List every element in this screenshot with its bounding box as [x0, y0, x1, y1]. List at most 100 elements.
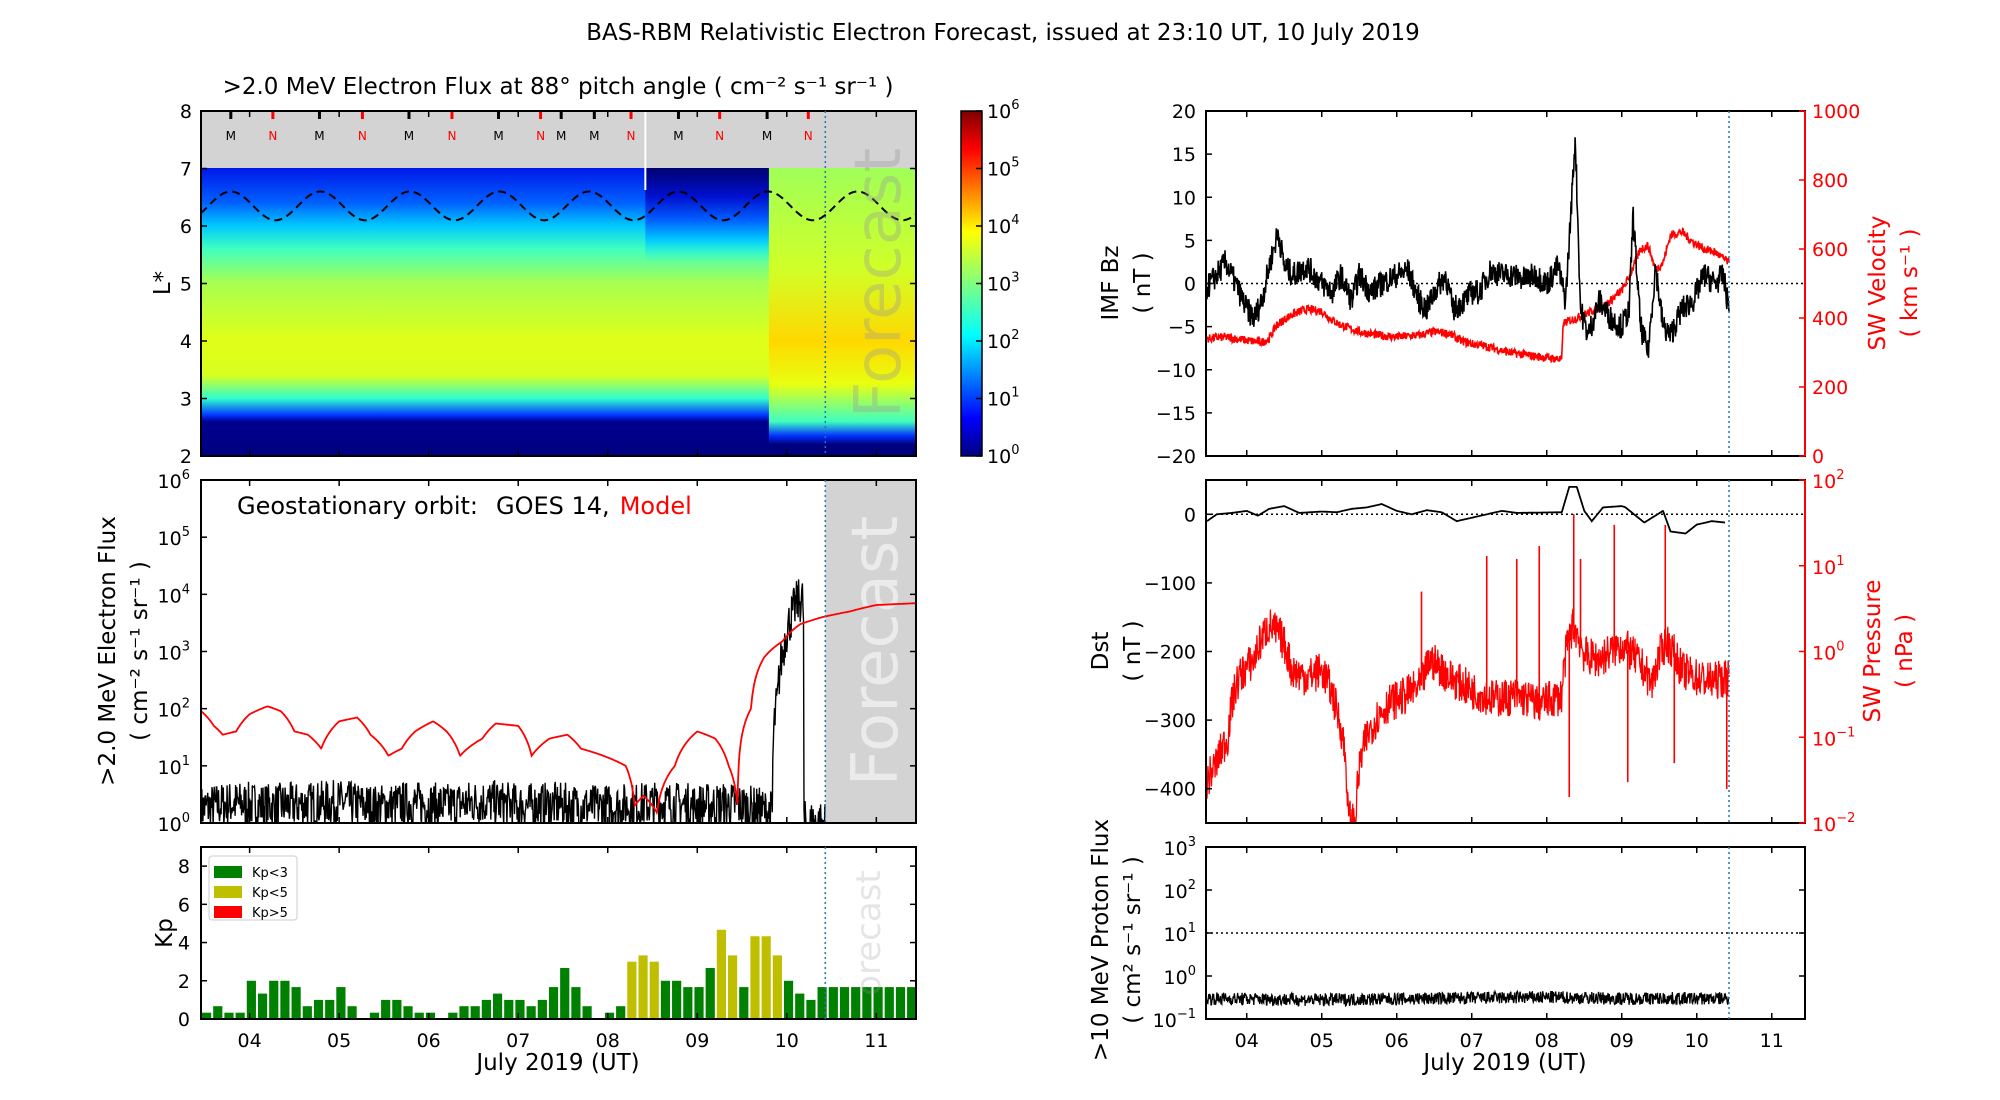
x-tick-label: 07	[1460, 1030, 1484, 1052]
kp-bar	[817, 987, 827, 1019]
mlt-marker-label: M	[404, 129, 414, 143]
proton-ylabel-units: ( cm² s⁻¹ sr⁻¹ )	[1120, 856, 1146, 1024]
dst-panel: −400 −300 −200 −100 0 10−2 10−1 100 101 102 Dst (…	[1088, 468, 1918, 836]
pressure-ylabel-units: ( nPa )	[1892, 614, 1918, 688]
velocity-ylabel: SW Velocity	[1865, 216, 1891, 351]
colorbar-tick-label: 105	[987, 156, 1019, 181]
pressure-ylabel: SW Pressure	[1860, 580, 1886, 723]
x-tick-label: 08	[1535, 1030, 1559, 1052]
y-tick-label: 102	[158, 697, 190, 722]
x-tick-label: 04	[238, 1030, 262, 1052]
y-tick-label: 15	[1172, 144, 1196, 166]
kp-bar	[772, 955, 782, 1019]
x-tick-label: 04	[1235, 1030, 1259, 1052]
kp-bar	[638, 955, 648, 1019]
y-tick-label-right: 400	[1812, 308, 1848, 330]
dst-frame	[1205, 479, 1806, 824]
y-tick-label-right: 101	[1812, 554, 1844, 579]
kp-bar	[492, 993, 503, 1019]
mlt-marker-label: M	[226, 129, 236, 143]
y-tick-label: 6	[180, 216, 192, 238]
velocity-ylabel-units: ( km s⁻¹ )	[1897, 229, 1923, 338]
y-tick-label-right: 600	[1812, 239, 1848, 261]
kp-bar	[571, 987, 581, 1019]
kp-bar	[672, 980, 682, 1019]
x-tick-label: 05	[1310, 1030, 1334, 1052]
dst-ylabel-units: ( nT )	[1120, 620, 1146, 681]
x-tick-label: 06	[1385, 1030, 1409, 1052]
y-tick-label: 8	[180, 101, 192, 123]
y-tick-label-right: 10−1	[1812, 725, 1855, 750]
dst-ylabel: Dst	[1088, 632, 1114, 671]
kp-bar	[560, 967, 570, 1019]
y-tick-label: −200	[1144, 642, 1196, 664]
y-tick-label: 106	[158, 468, 190, 493]
kp-bar	[604, 1012, 615, 1019]
y-tick-label: −20	[1156, 446, 1196, 468]
colorbar-tick-label: 102	[987, 328, 1019, 353]
mlt-marker-label: M	[314, 129, 324, 143]
proton-panel: 10−1 100 101 102 103 04 05 06 07 08 09 10 11 >10 MeV…	[1088, 819, 1806, 1076]
kp-bar	[291, 987, 301, 1019]
y-tick-label: 10	[1172, 187, 1196, 209]
kp-bar	[246, 980, 256, 1019]
y-tick-label: 10−1	[1153, 1007, 1196, 1032]
kp-bar	[548, 987, 559, 1019]
y-tick-label: 6	[178, 894, 190, 916]
heatmap-panel: >2.0 MeV Electron Flux at 88° pitch angl…	[150, 74, 1019, 468]
kp-bar	[851, 987, 861, 1019]
kp-bar	[683, 987, 693, 1019]
y-tick-label: 3	[180, 389, 192, 411]
y-tick-label: 104	[158, 582, 190, 607]
heatmap-enhanced-region	[768, 168, 916, 456]
proton-flux-line	[1206, 989, 1730, 1008]
x-tick-label: 09	[1610, 1030, 1634, 1052]
y-tick-label: 100	[158, 811, 190, 836]
kp-bar	[257, 993, 268, 1019]
mlt-marker-label: N	[627, 129, 636, 143]
kp-bar	[213, 1006, 223, 1019]
x-tick-label: 05	[327, 1030, 351, 1052]
mlt-marker-label: M	[589, 129, 599, 143]
kp-bar	[627, 961, 637, 1019]
y-tick-label: 5	[180, 274, 192, 296]
kp-bar	[795, 993, 805, 1019]
kp-bar	[907, 987, 916, 1019]
kp-bar	[862, 987, 872, 1019]
kp-bar	[269, 980, 279, 1019]
y-tick-label: 100	[1164, 964, 1196, 989]
colorbar-tick-label: 103	[987, 271, 1019, 296]
x-tick-label: 06	[417, 1030, 441, 1052]
kp-bar	[716, 929, 726, 1019]
y-tick-label-right: 102	[1812, 468, 1844, 493]
legend-swatch	[214, 886, 242, 898]
legend-label: Kp>5	[252, 906, 288, 921]
kp-bar	[526, 1006, 536, 1019]
geo-orbit-lstar-line	[201, 190, 916, 222]
mlt-marker-label: N	[358, 129, 367, 143]
kp-bar	[839, 987, 850, 1019]
proton-frame	[1205, 846, 1806, 1020]
annotation-model: Model	[620, 492, 692, 520]
kp-bar	[459, 1006, 469, 1019]
kp-bar	[470, 1006, 480, 1019]
kp-bar	[381, 999, 391, 1019]
x-tick-label: 09	[685, 1030, 709, 1052]
kp-bar	[828, 987, 838, 1019]
kp-bar	[235, 1012, 245, 1019]
sw-pressure-line	[1206, 608, 1730, 823]
kp-bar	[313, 999, 324, 1019]
flux-annotation: Geostationary orbit: GOES 14, Model	[237, 492, 692, 520]
kp-bar	[649, 961, 659, 1019]
x-tick-label: 07	[506, 1030, 530, 1052]
mlt-marker-label: N	[804, 129, 813, 143]
legend-label: Kp<5	[252, 886, 288, 901]
kp-bar	[325, 999, 335, 1019]
x-tick-label: 11	[1760, 1030, 1784, 1052]
kp-bar	[895, 987, 906, 1019]
mlt-marker-label: M	[556, 129, 566, 143]
y-tick-label-right: 200	[1812, 377, 1848, 399]
kp-bar	[280, 980, 290, 1019]
imf-ylabel: IMF Bz	[1098, 245, 1124, 320]
y-tick-label: 2	[180, 446, 192, 468]
